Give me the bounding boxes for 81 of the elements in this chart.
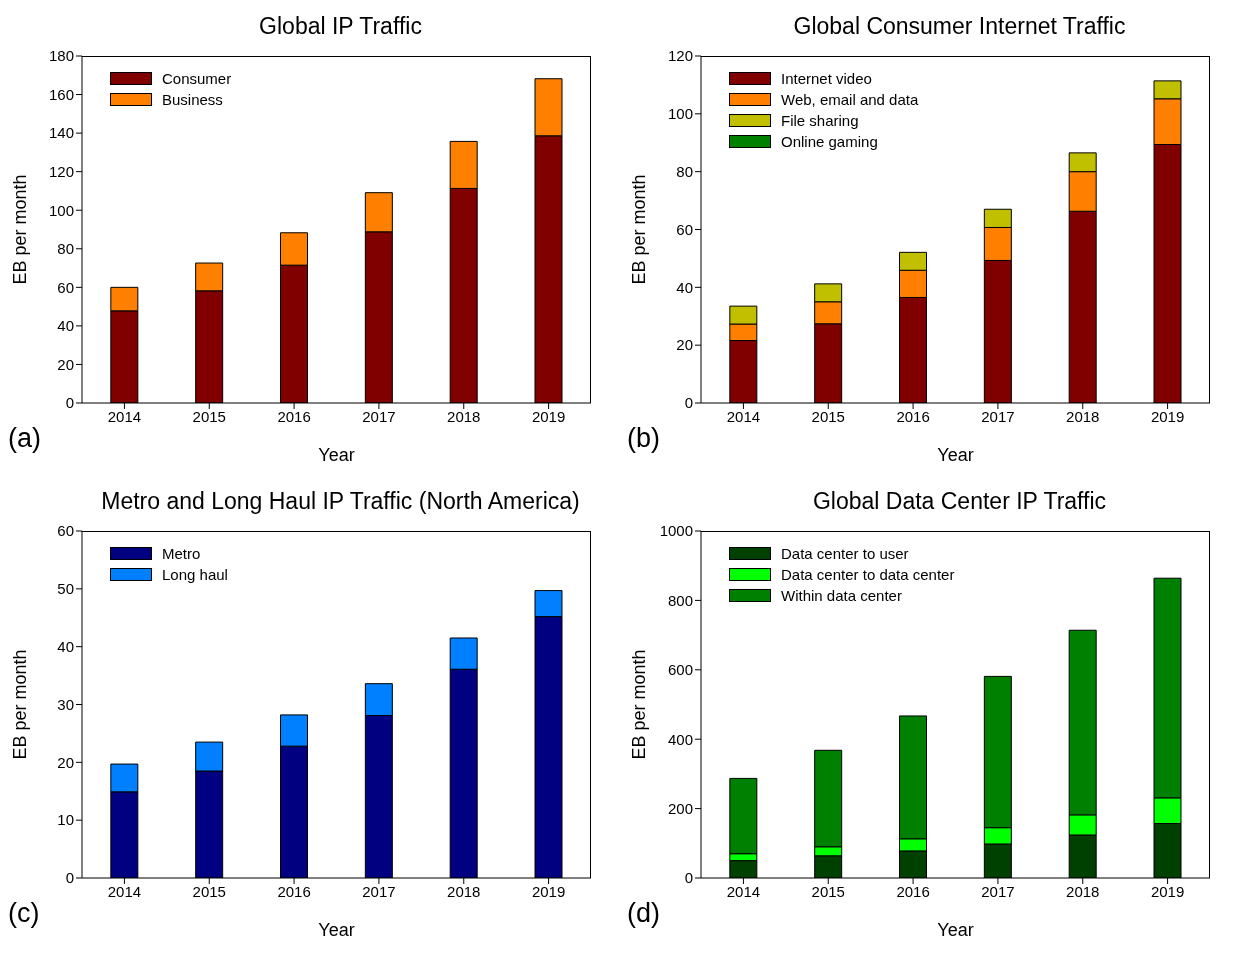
x-tick-label: 2017	[981, 882, 1015, 900]
x-tick-label: 2019	[531, 407, 566, 425]
text: (d)	[627, 898, 660, 929]
legend-label: Within data center	[781, 586, 902, 606]
legend-label: File sharing	[781, 111, 859, 131]
y-axis-title: EB per month	[629, 649, 650, 760]
y-tick-label: 140	[48, 124, 74, 142]
x-axis-title: Year	[937, 445, 974, 465]
y-tick-label: 80	[57, 240, 74, 258]
y-tick-label: 50	[57, 580, 74, 598]
x-tick-label: 2018	[1066, 407, 1100, 425]
y-tick-label: 800	[667, 591, 693, 609]
x-tick-label: 2016	[896, 882, 930, 900]
y-tick-label: 60	[676, 220, 693, 238]
y-tick-label: 20	[57, 355, 74, 373]
x-tick-label: 2017	[981, 407, 1015, 425]
text: (c)	[8, 898, 40, 929]
x-axis-title: Year	[318, 920, 355, 940]
y-tick-label: 40	[57, 637, 74, 655]
y-tick-label: 1000	[659, 522, 693, 540]
legend-label: Consumer	[162, 69, 232, 89]
y-tick-label: 200	[667, 799, 693, 817]
x-tick-label: 2017	[362, 882, 396, 900]
y-axis-title: EB per month	[629, 174, 650, 285]
x-tick-label: 2019	[1150, 882, 1185, 900]
y-tick-label: 20	[676, 336, 693, 354]
x-tick-label: 2014	[107, 882, 142, 900]
x-axis-title: Year	[318, 445, 355, 465]
y-tick-label: 120	[48, 162, 74, 180]
x-tick-label: 2019	[531, 882, 566, 900]
legend-label: Metro	[162, 544, 201, 564]
y-tick-label: 160	[48, 85, 74, 103]
y-tick-label: 20	[57, 753, 74, 771]
x-tick-label: 2015	[811, 407, 845, 425]
y-tick-label: 60	[57, 522, 74, 540]
legend-label: Data center to data center	[781, 565, 955, 585]
x-tick-label: 2016	[277, 407, 311, 425]
y-tick-label: 120	[667, 47, 693, 65]
y-tick-label: 80	[676, 162, 693, 180]
x-axis-title: Year	[937, 920, 974, 940]
chart-title: Global IP Traffic	[258, 12, 423, 41]
y-axis-title: EB per month	[10, 649, 31, 760]
y-tick-label: 100	[667, 105, 693, 123]
x-tick-label: 2015	[811, 882, 845, 900]
x-tick-label: 2018	[447, 407, 481, 425]
x-tick-label: 2016	[896, 407, 930, 425]
y-tick-label: 10	[57, 811, 74, 829]
chart-title: Metro and Long Haul IP Traffic (North America)	[100, 487, 581, 516]
y-tick-label: 40	[676, 278, 693, 296]
x-tick-label: 2015	[192, 882, 226, 900]
y-tick-label: 60	[57, 278, 74, 296]
x-tick-label: 2014	[107, 407, 142, 425]
x-tick-label: 2016	[277, 882, 311, 900]
chart-title: Global Consumer Internet Traffic	[792, 12, 1127, 41]
legend-label: Long haul	[162, 565, 228, 585]
y-tick-label: 0	[65, 394, 74, 412]
x-tick-label: 2014	[726, 882, 761, 900]
legend-label: Internet video	[781, 69, 872, 89]
x-tick-label: 2018	[447, 882, 481, 900]
y-tick-label: 0	[684, 869, 693, 887]
legend-label: Web, email and data	[781, 90, 919, 110]
legend-label: Online gaming	[781, 132, 878, 152]
x-tick-label: 2019	[1150, 407, 1185, 425]
chart-title: Global Data Center IP Traffic	[811, 487, 1108, 516]
y-tick-label: 180	[48, 47, 74, 65]
y-axis-title: EB per month	[10, 174, 31, 285]
y-tick-label: 600	[667, 661, 693, 679]
x-tick-label: 2014	[726, 407, 761, 425]
x-tick-label: 2017	[362, 407, 396, 425]
y-tick-label: 30	[57, 695, 74, 713]
y-tick-label: 0	[65, 869, 74, 887]
y-tick-label: 40	[57, 317, 74, 335]
y-tick-label: 400	[667, 730, 693, 748]
x-tick-label: 2018	[1066, 882, 1100, 900]
legend-label: Business	[162, 90, 223, 110]
y-tick-label: 0	[684, 394, 693, 412]
x-tick-label: 2015	[192, 407, 226, 425]
text: (b)	[627, 423, 660, 454]
legend-label: Data center to user	[781, 544, 909, 564]
y-tick-label: 100	[48, 201, 74, 219]
text: (a)	[8, 423, 41, 454]
